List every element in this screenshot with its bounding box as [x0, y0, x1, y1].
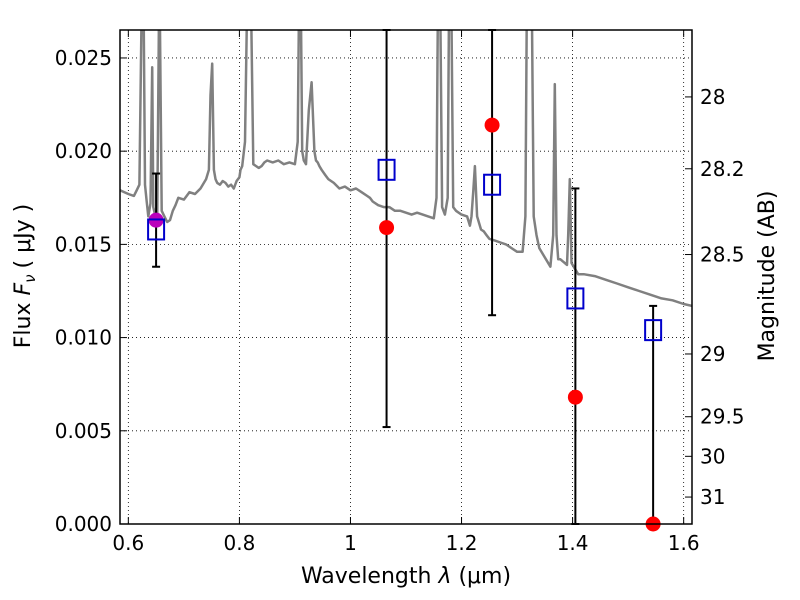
mag-tick-label-2: 28.5 [700, 243, 745, 267]
x-tick-label-4: 1.4 [557, 531, 589, 555]
x-axis-label: Wavelength λ (μm) [301, 564, 511, 589]
x-tick-label-3: 1.2 [446, 531, 478, 555]
mag-tick-label-6: 31 [700, 485, 725, 509]
mag-tick-label-3: 29 [700, 342, 725, 366]
observed-points [148, 117, 661, 532]
mag-tick-label-0: 28 [700, 85, 725, 109]
y-axis-label: Flux Fν( μJy ) [11, 204, 39, 348]
ticks: 0.6 0.8 1 1.2 1.4 1.6 0.000 0.005 0.010 0.015 0.02… [55, 30, 745, 555]
error-bars [152, 29, 658, 525]
model-spectrum-line [120, 30, 692, 308]
y-tick-label-3: 0.015 [55, 232, 112, 256]
observed-point-3 [567, 389, 583, 405]
model-point-4 [644, 319, 663, 342]
model-point-0 [147, 218, 166, 241]
observed-point-1 [379, 220, 395, 236]
y-tick-label-4: 0.020 [55, 139, 112, 163]
model-point-2 [483, 173, 502, 196]
y-tick-label-1: 0.005 [55, 419, 112, 443]
y-tick-label-0: 0.000 [55, 512, 112, 536]
magnitude-axis-label: Magnitude (AB) [755, 191, 780, 362]
mag-tick-label-4: 29.5 [700, 405, 745, 429]
x-tick-label-1: 0.8 [223, 531, 255, 555]
observed-point-2 [484, 117, 500, 133]
x-tick-label-2: 1 [344, 531, 357, 555]
x-tick-label-5: 1.6 [668, 531, 700, 555]
model-spectrum [120, 30, 692, 308]
model-points [147, 158, 663, 342]
plot-frame [119, 29, 693, 525]
x-tick-label-0: 0.6 [112, 531, 144, 555]
y-tick-label-5: 0.025 [55, 46, 112, 70]
mag-tick-label-5: 30 [700, 444, 725, 468]
model-point-1 [377, 158, 396, 181]
mag-tick-label-1: 28.2 [700, 157, 745, 181]
y-tick-label-2: 0.010 [55, 326, 112, 350]
model-point-3 [566, 287, 585, 310]
grid-lines [120, 30, 692, 525]
